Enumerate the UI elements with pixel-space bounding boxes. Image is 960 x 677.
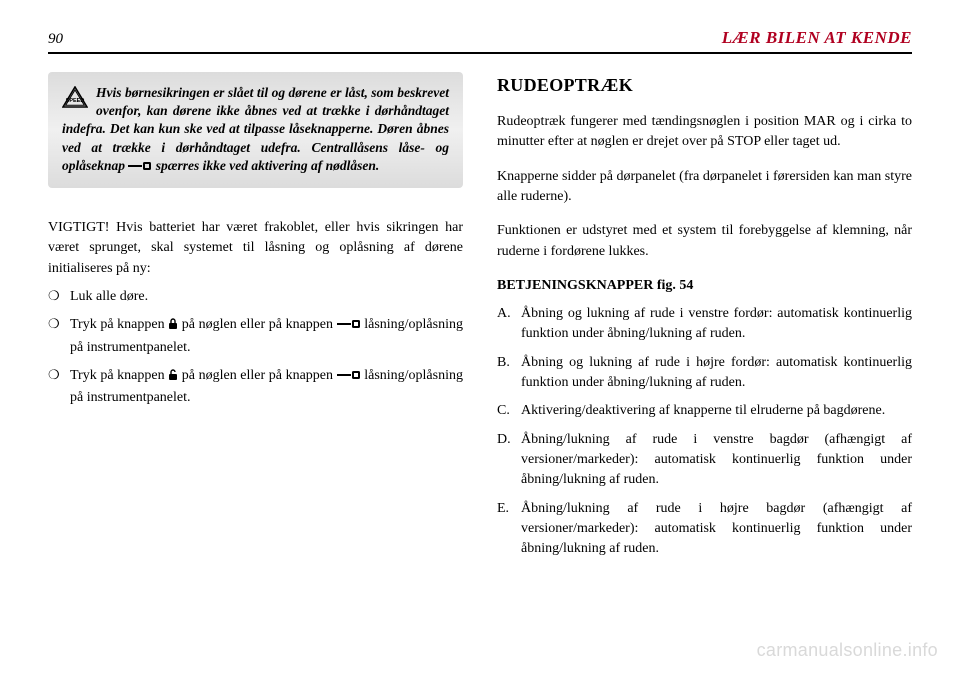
- right-column: RUDEOPTRÆK Rudeoptræk fungerer med tændi…: [497, 72, 912, 567]
- list-item: B. Åbning og lukning af rude i højre ford…: [497, 353, 912, 394]
- right-title: RUDEOPTRÆK: [497, 72, 912, 98]
- list-item: A. Åbning og lukning af rude i venstre fo…: [497, 304, 912, 345]
- page: 90 LÆR BILEN AT KENDE SPEED Hvis børnesi…: [0, 0, 960, 677]
- important-text: VIGTIGT! Hvis batteriet har været frakob…: [48, 218, 463, 279]
- page-header: 90 LÆR BILEN AT KENDE: [48, 28, 912, 54]
- bullet-list: Luk alle døre. Tryk på knappen på nøglen…: [48, 287, 463, 408]
- car-key-icon: [337, 316, 361, 336]
- item-text: Åbning/lukning af rude i venstre bagdør …: [521, 432, 912, 488]
- list-item: E. Åbning/lukning af rude i højre bagdør …: [497, 499, 912, 560]
- item-text: Åbning og lukning af rude i venstre ford…: [521, 306, 912, 341]
- svg-text:SPEED: SPEED: [66, 98, 85, 104]
- section-title: LÆR BILEN AT KENDE: [722, 28, 912, 48]
- bullet-text: Luk alle døre.: [70, 289, 148, 304]
- right-subtitle: BETJENINGSKNAPPER fig. 54: [497, 276, 912, 296]
- right-para3: Funktionen er udstyret med et system til…: [497, 221, 912, 262]
- warning-triangle-icon: SPEED: [62, 86, 88, 113]
- car-key-icon: [128, 158, 152, 176]
- item-text: Åbning og lukning af rude i højre fordør…: [521, 355, 912, 390]
- item-text: Aktivering/deaktivering af knapperne til…: [521, 403, 885, 418]
- unlock-icon: [168, 368, 178, 388]
- letter-list: A. Åbning og lukning af rude i venstre fo…: [497, 304, 912, 559]
- watermark: carmanualsonline.info: [757, 640, 938, 661]
- item-letter: B.: [497, 353, 510, 373]
- list-item: C. Aktivering/deaktivering af knapperne t…: [497, 401, 912, 421]
- bullet-text-mid: på nøglen eller på knappen: [178, 317, 336, 332]
- warning-text-tail: spærres ikke ved aktivering af nødlåsen.: [152, 158, 379, 173]
- car-key-icon: [337, 367, 361, 387]
- bullet-text-mid: på nøglen eller på knappen: [178, 368, 336, 383]
- item-letter: C.: [497, 401, 510, 421]
- bullet-item: Luk alle døre.: [48, 287, 463, 307]
- left-column: SPEED Hvis børnesikringen er slået til o…: [48, 72, 463, 567]
- right-para2: Knapperne sidder på dørpanelet (fra dørp…: [497, 167, 912, 208]
- bullet-text-pre: Tryk på knappen: [70, 317, 168, 332]
- content-columns: SPEED Hvis børnesikringen er slået til o…: [48, 72, 912, 567]
- bullet-item: Tryk på knappen på nøglen eller på knapp…: [48, 315, 463, 358]
- list-item: D. Åbning/lukning af rude i venstre bagdø…: [497, 430, 912, 491]
- lock-icon: [168, 317, 178, 337]
- bullet-text-pre: Tryk på knappen: [70, 368, 168, 383]
- bullet-item: Tryk på knappen på nøglen eller på knapp…: [48, 366, 463, 409]
- item-letter: A.: [497, 304, 511, 324]
- item-letter: D.: [497, 430, 511, 450]
- item-letter: E.: [497, 499, 509, 519]
- item-text: Åbning/lukning af rude i højre bagdør (a…: [521, 501, 912, 557]
- right-para1: Rudeoptræk fungerer med tændingsnøglen i…: [497, 112, 912, 153]
- warning-box: SPEED Hvis børnesikringen er slået til o…: [48, 72, 463, 188]
- page-number: 90: [48, 31, 63, 48]
